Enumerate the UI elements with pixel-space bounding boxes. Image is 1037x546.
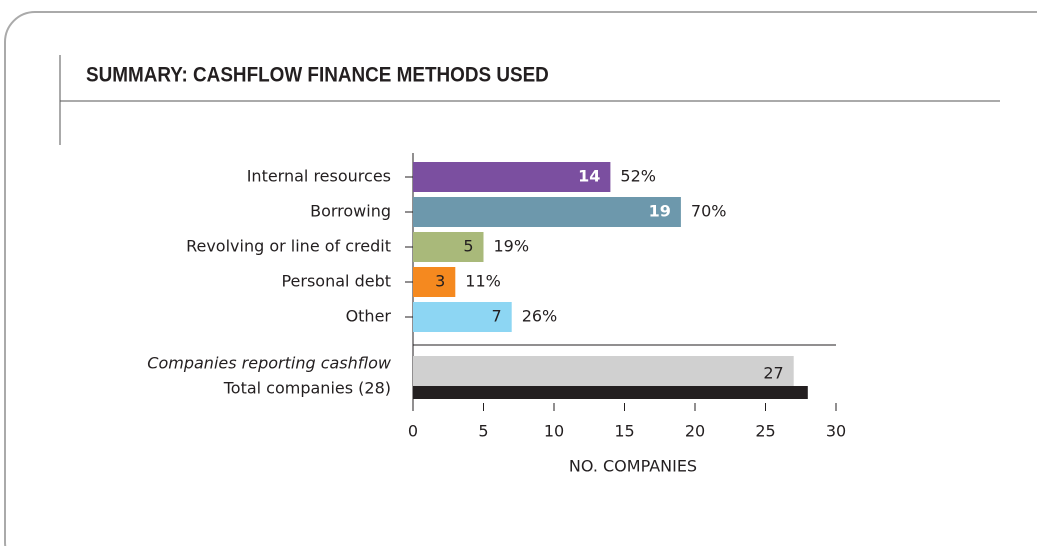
bar [413,386,808,399]
x-tick-label: 15 [614,422,634,441]
bar [413,356,794,386]
x-axis-label: NO. COMPANIES [569,457,697,476]
value-label: 19 [649,202,671,221]
value-label: 7 [492,307,502,326]
chart-title: SUMMARY: CASHFLOW FINANCE METHODS USED [86,64,549,87]
value-label: 14 [578,167,600,186]
x-tick-label: 30 [826,422,846,441]
value-label: 27 [763,364,783,383]
share-label: 11% [465,272,501,291]
y-tick-label: Other [346,307,392,326]
x-tick-label: 25 [755,422,775,441]
x-tick-label: 5 [478,422,488,441]
value-label: 5 [463,237,473,256]
y-tick-label: Revolving or line of credit [186,237,391,256]
x-tick-label: 0 [408,422,418,441]
y-tick-label: Personal debt [281,272,391,291]
x-tick-label: 20 [685,422,705,441]
y-tick-label: Internal resources [247,167,391,186]
share-label: 26% [522,307,558,326]
y-tick-label: Companies reporting cashflow [147,354,392,373]
share-label: 52% [620,167,656,186]
value-label: 3 [435,272,445,291]
bar [413,197,681,227]
y-tick-label: Borrowing [310,202,391,221]
share-label: 70% [691,202,727,221]
bar [413,232,484,262]
bar [413,302,512,332]
bar [413,267,456,297]
x-tick-label: 10 [544,422,564,441]
bar [413,162,611,192]
y-tick-label: Total companies (28) [223,379,391,398]
card [4,11,1037,546]
share-label: 19% [494,237,530,256]
